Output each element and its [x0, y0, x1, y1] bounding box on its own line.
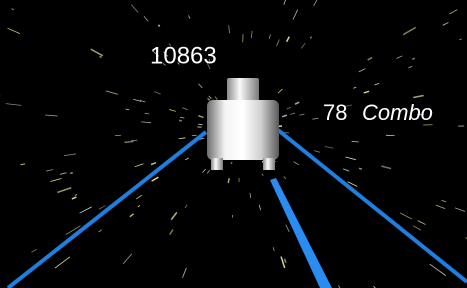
combo-label: Combo: [362, 100, 433, 125]
block-body: [207, 100, 279, 160]
page: 10863 78 Combo (() => { const data = JSO…: [0, 0, 467, 288]
star-streak: [99, 56, 101, 57]
star-streak: [158, 25, 159, 27]
combo-count: 78: [323, 100, 347, 125]
star-streak: [228, 178, 229, 183]
block-leg: [211, 158, 223, 170]
block-leg: [263, 158, 275, 170]
star-streak: [359, 168, 362, 169]
star-streak: [70, 173, 72, 174]
star-streak: [412, 58, 415, 59]
star-streak: [231, 162, 232, 164]
score: 10863: [150, 42, 217, 69]
game-view: 10863 78 Combo: [0, 0, 467, 288]
star-streak: [124, 141, 133, 142]
